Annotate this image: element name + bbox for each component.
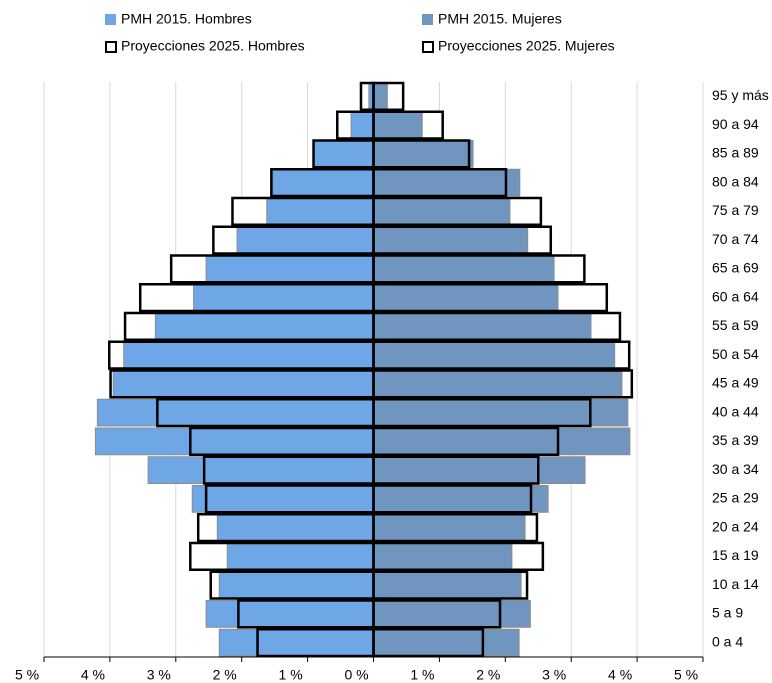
bar [373,628,520,657]
bar [96,398,374,427]
category-label: 0 a 4 [712,633,743,649]
legend-swatch [105,41,117,53]
bar [94,427,374,456]
x-tick-label: 4 % [81,667,105,683]
bar [373,485,549,513]
bar [236,226,374,254]
x-tick-label: 4 % [608,667,632,683]
bar [373,111,423,139]
x-tick-label: 5 % [15,667,39,683]
legend-swatch [422,41,434,53]
bar [373,542,513,571]
category-label: 80 a 84 [712,173,759,189]
category-label: 5 a 9 [712,605,743,621]
bar [123,341,374,369]
bar [373,255,555,283]
x-tick-label: 0 % [344,667,368,683]
category-label: 70 a 74 [712,231,759,247]
bar [373,312,592,341]
category-label: 40 a 44 [712,403,759,419]
x-tick-label: 2 % [213,667,237,683]
bar [112,370,374,398]
bar [205,255,374,283]
x-tick-label: 3 % [542,667,566,683]
category-label: 20 a 24 [712,518,759,534]
category-label: 90 a 94 [712,116,759,132]
category-label: 30 a 34 [712,461,759,477]
bar [373,341,616,369]
x-tick-label: 3 % [147,667,171,683]
bar [147,456,374,484]
legend-label: PMH 2015. Mujeres [438,11,562,27]
bar [266,197,375,226]
bar [373,370,623,398]
category-label: 25 a 29 [712,490,759,506]
category-label: 50 a 54 [712,346,759,362]
legend-swatch [105,14,116,25]
bar [373,226,529,254]
bar [313,140,375,168]
bar [373,82,388,111]
category-label: 15 a 19 [712,547,759,563]
bar [373,456,586,484]
bar [216,513,374,542]
bar [373,197,511,226]
bar [373,283,559,312]
legend-swatch [422,14,433,25]
bar [373,571,522,599]
bar [373,168,521,197]
bar [205,600,374,628]
bar [373,600,531,628]
bar [226,542,374,571]
bar [350,111,374,139]
bar [373,513,526,542]
category-label: 95 y más [712,87,769,103]
bar [154,312,374,341]
bar [373,140,474,168]
x-tick-label: 1 % [279,667,303,683]
legend-label: Proyecciones 2025. Hombres [121,38,305,54]
bar [191,485,374,513]
x-tick-label: 5 % [674,667,698,683]
category-label: 75 a 79 [712,202,759,218]
category-label: 10 a 14 [712,576,759,592]
category-label: 45 a 49 [712,375,759,391]
category-label: 60 a 64 [712,288,759,304]
bar [218,571,374,599]
bar [373,427,631,456]
legend-label: Proyecciones 2025. Mujeres [438,38,615,54]
category-label: 85 a 89 [712,145,759,161]
legend-label: PMH 2015. Hombres [121,11,252,27]
category-label: 65 a 69 [712,260,759,276]
bar [272,168,375,197]
category-label: 55 a 59 [712,317,759,333]
x-tick-label: 2 % [476,667,500,683]
x-tick-label: 1 % [410,667,434,683]
bar [193,283,374,312]
category-label: 35 a 39 [712,432,759,448]
bar [218,628,374,657]
